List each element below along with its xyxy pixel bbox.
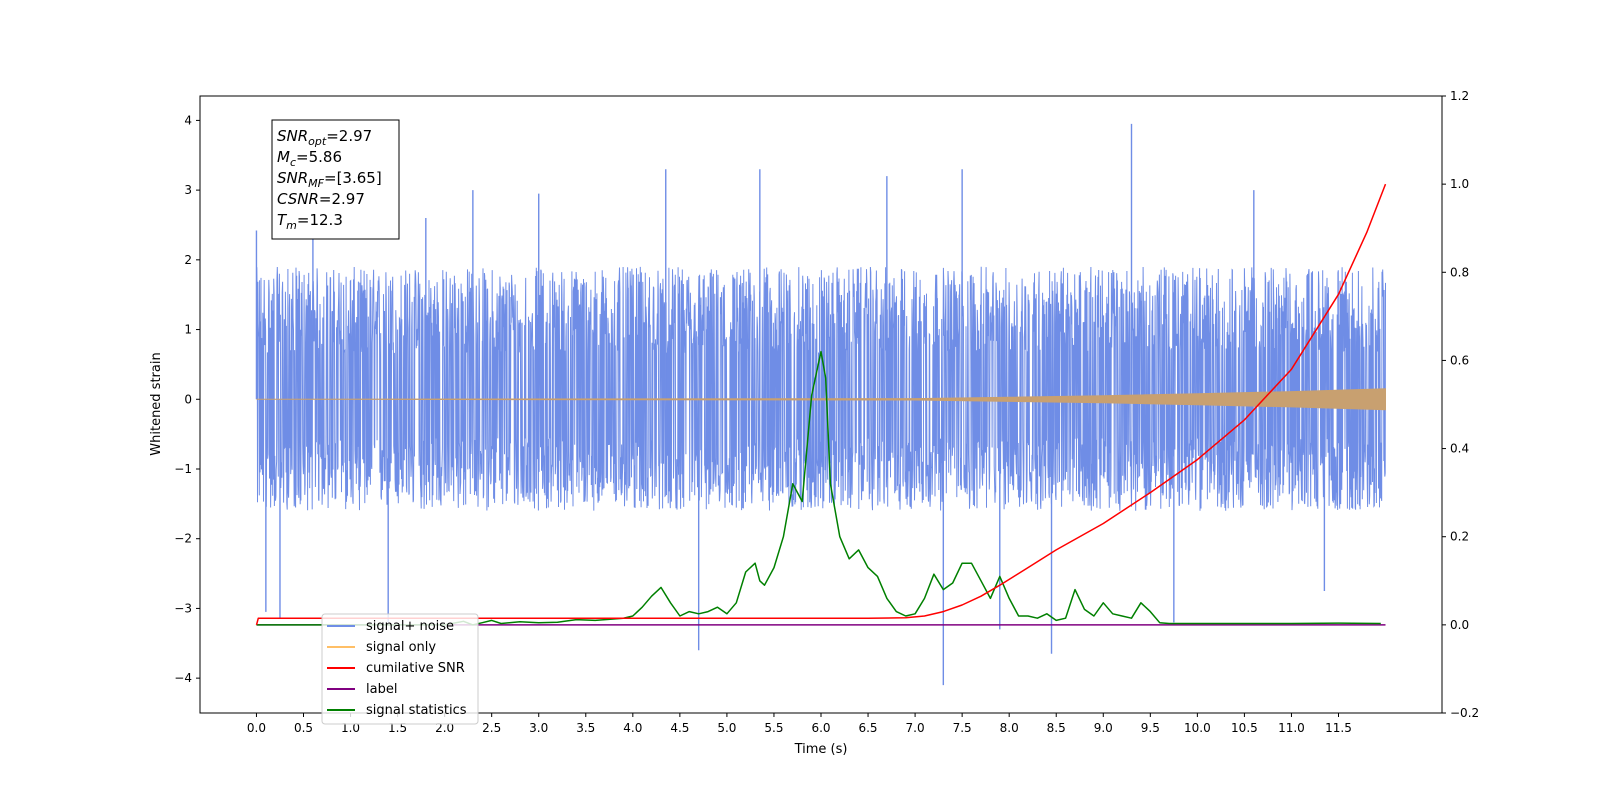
y-tick-label: 1 bbox=[184, 323, 192, 337]
y-axis-label: Whitened strain bbox=[149, 352, 164, 455]
annotation-frame bbox=[271, 119, 400, 240]
x-tick-label: 6.0 bbox=[811, 721, 830, 735]
x-tick-label: 4.0 bbox=[623, 721, 642, 735]
x-tick-label: 10.5 bbox=[1231, 721, 1258, 735]
legend-label: signal+ noise bbox=[366, 619, 454, 634]
x-tick-label: 0.5 bbox=[294, 721, 313, 735]
y2-tick-label: 1.0 bbox=[1450, 177, 1469, 191]
x-axis-label: Time (s) bbox=[794, 742, 848, 757]
x-tick-label: 2.5 bbox=[482, 721, 501, 735]
x-tick-label: 9.0 bbox=[1094, 721, 1113, 735]
series-signal-statistics-line bbox=[256, 350, 1381, 626]
y2-tick-label: 0.6 bbox=[1450, 353, 1469, 367]
annotation-line: SNRMF=[3.65] bbox=[277, 169, 382, 190]
legend-frame bbox=[321, 613, 479, 725]
x-tick-label: 3.5 bbox=[576, 721, 595, 735]
legend-label: label bbox=[366, 682, 397, 697]
series-signal-only bbox=[256, 388, 1386, 411]
y-tick-label: 3 bbox=[184, 183, 192, 197]
signal-only-envelope bbox=[256, 388, 1386, 411]
y2-tick-label: 0.4 bbox=[1450, 442, 1469, 456]
annotation-line: Mc=5.86 bbox=[277, 148, 342, 169]
legend-label: cumilative SNR bbox=[366, 661, 465, 676]
x-tick-label: 11.0 bbox=[1278, 721, 1305, 735]
x-tick-label: 5.5 bbox=[764, 721, 783, 735]
x-tick-label: 8.5 bbox=[1047, 721, 1066, 735]
x-tick-label: 10.0 bbox=[1184, 721, 1211, 735]
x-tick-label: 0.0 bbox=[247, 721, 266, 735]
y-tick-label: 0 bbox=[184, 392, 192, 406]
y-tick-label: −2 bbox=[174, 532, 192, 546]
y2-tick-label: 1.2 bbox=[1450, 89, 1469, 103]
x-tick-label: 8.0 bbox=[1000, 721, 1019, 735]
y2-tick-label: 0.0 bbox=[1450, 618, 1469, 632]
y-tick-label: −4 bbox=[174, 671, 192, 685]
x-tick-label: 7.5 bbox=[953, 721, 972, 735]
y-tick-label: 4 bbox=[184, 113, 192, 127]
annotation-line: SNRopt=2.97 bbox=[277, 127, 372, 148]
annotation-line: Tm=12.3 bbox=[277, 211, 343, 232]
x-tick-label: 11.5 bbox=[1325, 721, 1352, 735]
y2-tick-label: −0.2 bbox=[1450, 706, 1479, 720]
x-tick-label: 6.5 bbox=[858, 721, 877, 735]
x-tick-label: 9.5 bbox=[1141, 721, 1160, 735]
y-tick-label: −3 bbox=[174, 601, 192, 615]
y2-tick-label: 0.2 bbox=[1450, 530, 1469, 544]
legend-label: signal statistics bbox=[366, 703, 467, 718]
annotation-line: CSNR=2.97 bbox=[277, 190, 365, 208]
x-tick-label: 4.5 bbox=[670, 721, 689, 735]
x-tick-label: 5.0 bbox=[717, 721, 736, 735]
y-tick-label: 2 bbox=[184, 253, 192, 267]
y-axis-left: −4 −3 −2 −1 0 1 2 3 4 bbox=[174, 113, 200, 685]
x-tick-label: 3.0 bbox=[529, 721, 548, 735]
legend-label: signal only bbox=[366, 640, 436, 655]
x-tick-label: 7.0 bbox=[906, 721, 925, 735]
y-tick-label: −1 bbox=[174, 462, 192, 476]
noise-trace bbox=[256, 266, 1386, 511]
series-signal-noise bbox=[255, 123, 1386, 686]
legend: signal+ noise signal only cumilative SNR la… bbox=[321, 613, 479, 725]
series-cumulative-snr-line bbox=[255, 183, 1387, 626]
y2-tick-label: 0.8 bbox=[1450, 265, 1469, 279]
y-axis-right: −0.2 0.0 0.2 0.4 0.6 0.8 1.0 1.2 bbox=[1442, 89, 1479, 720]
